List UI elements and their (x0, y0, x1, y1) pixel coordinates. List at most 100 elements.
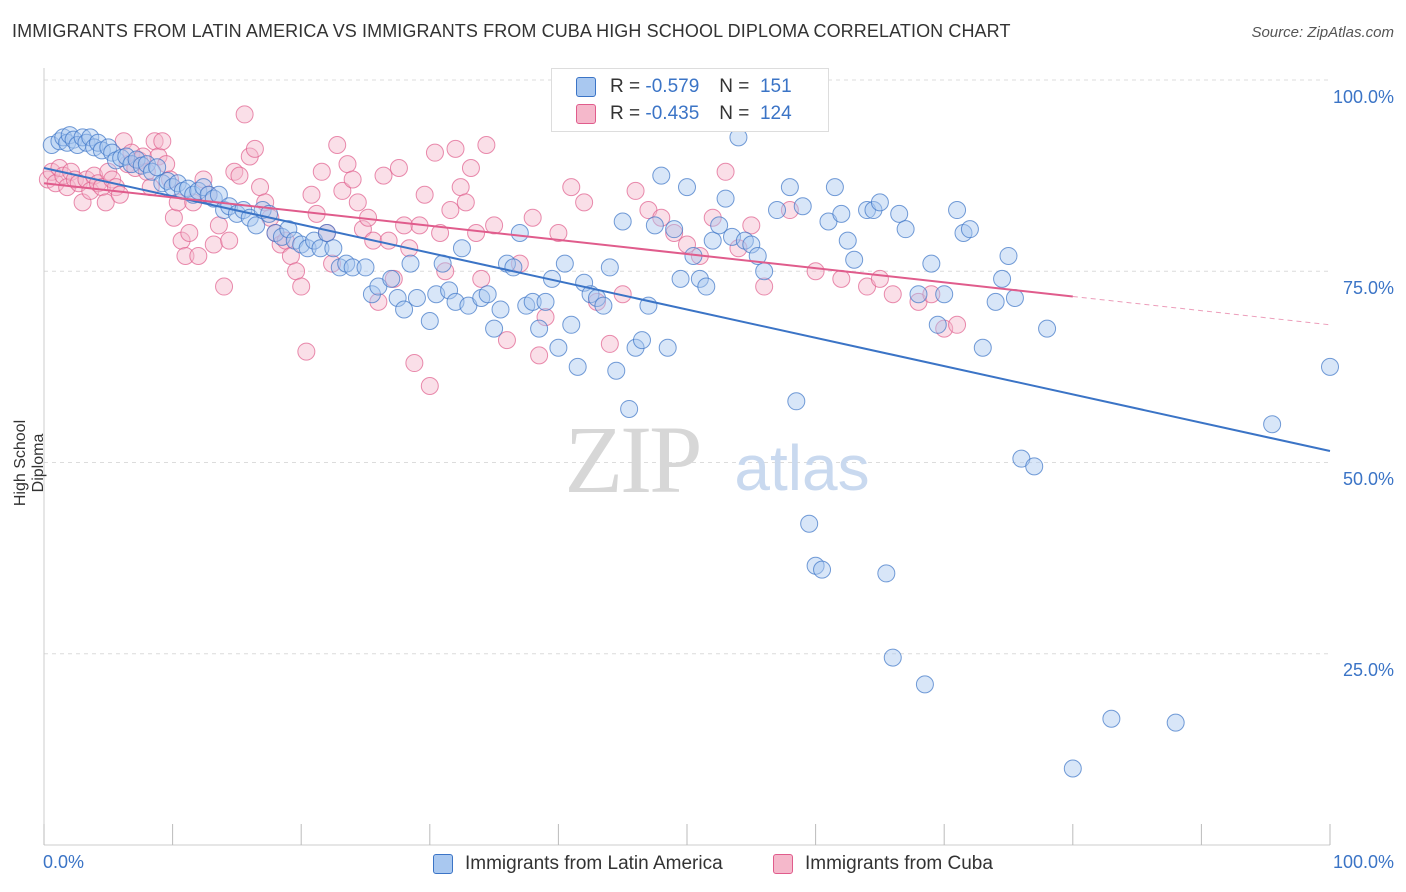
blue-point-73 (478, 285, 497, 304)
blue-point-96 (626, 338, 645, 357)
pink-point-60 (297, 342, 316, 361)
pink-point-101 (536, 308, 555, 327)
pink-point-92 (461, 158, 480, 177)
blue-trend-line (43, 166, 1331, 453)
pink-point-66 (328, 136, 347, 155)
pink-point-78 (389, 158, 408, 177)
pink-point-103 (562, 178, 581, 197)
blue-point-121 (800, 514, 819, 533)
pink-point-15 (96, 193, 115, 212)
pink-point-114 (703, 208, 722, 227)
blue-point-91 (594, 296, 613, 315)
blue-point-154 (1166, 713, 1185, 732)
pink-point-42 (204, 235, 223, 254)
pink-point-115 (716, 162, 735, 181)
blue-point-68 (440, 281, 459, 300)
blue-point-82 (536, 292, 555, 311)
legend-blue-n-label: N = (719, 76, 750, 97)
y-tick-label-50: 50.0% (1342, 469, 1394, 489)
legend-swatch-pink (576, 104, 596, 124)
blue-point-114 (742, 235, 761, 254)
blue-point-108 (703, 231, 722, 250)
blue-point-62 (395, 300, 414, 319)
bottom-legend-swatch-blue (433, 854, 453, 874)
blue-point-101 (658, 338, 677, 357)
pink-point-76 (379, 231, 398, 250)
pink-point-61 (302, 185, 321, 204)
blue-point-60 (382, 269, 401, 288)
blue-point-127 (838, 231, 857, 250)
blue-point-80 (523, 292, 542, 311)
pink-point-94 (472, 269, 491, 288)
pink-point-104 (575, 193, 594, 212)
blue-point-81 (530, 319, 549, 338)
pink-point-47 (230, 166, 249, 185)
blue-point-131 (870, 193, 889, 212)
blue-point-110 (716, 189, 735, 208)
pink-point-84 (420, 377, 439, 395)
pink-point-90 (451, 178, 470, 197)
blue-point-140 (935, 285, 954, 304)
pink-point-85 (425, 143, 444, 162)
blue-point-116 (755, 262, 774, 281)
blue-point-86 (562, 315, 581, 334)
pink-point-39 (189, 246, 208, 265)
blue-point-123 (813, 560, 832, 579)
blue-point-119 (787, 392, 806, 411)
pink-point-89 (446, 139, 465, 158)
blue-point-85 (555, 254, 574, 273)
pink-point-128 (948, 315, 967, 334)
blue-point-144 (973, 338, 992, 357)
watermark: ZIP atlas (565, 406, 870, 513)
pink-point-48 (235, 105, 254, 124)
blue-point-84 (549, 338, 568, 357)
legend-pink-r-label: R = (610, 103, 641, 124)
pink-point-86 (431, 224, 450, 242)
trend-lines (43, 166, 1331, 453)
pink-point-26 (137, 162, 156, 181)
pink-point-93 (467, 224, 486, 242)
blue-point-126 (832, 204, 851, 223)
pink-point-121 (832, 269, 851, 288)
y-tick-label-75: 75.0% (1342, 278, 1394, 298)
blue-point-61 (388, 289, 407, 308)
blue-point-139 (928, 315, 947, 334)
bottom-legend-pink: Immigrants from Cuba (773, 852, 993, 876)
blue-point-155 (1263, 415, 1282, 434)
blue-point-106 (690, 269, 709, 288)
blue-point-152 (1063, 759, 1082, 778)
bottom-legend-label-pink: Immigrants from Cuba (805, 853, 993, 874)
watermark-zip: ZIP (565, 406, 700, 513)
blue-point-99 (645, 216, 664, 235)
legend-pink-r-value: -0.435 (645, 103, 700, 124)
pink-point-37 (180, 224, 199, 242)
blue-point-41 (247, 216, 266, 235)
pink-point-97 (497, 331, 516, 350)
blue-point-51 (311, 239, 330, 258)
y-tick-label-100: 100.0% (1332, 87, 1394, 107)
blue-point-145 (986, 292, 1005, 311)
pink-point-59 (292, 277, 311, 296)
pink-trend-extension (1072, 295, 1331, 326)
pink-point-51 (251, 178, 270, 197)
blue-point-125 (825, 178, 844, 197)
pink-point-126 (922, 285, 941, 304)
pink-point-11 (81, 181, 100, 200)
pink-point-50 (245, 139, 264, 158)
blue-point-153 (1102, 709, 1121, 728)
x-tick-label-0: 0.0% (43, 852, 85, 872)
series-cuba-points (38, 105, 967, 395)
blue-point-94 (613, 212, 632, 231)
bottom-legend-blue: Immigrants from Latin America (433, 852, 723, 876)
pink-point-83 (415, 185, 434, 204)
blue-point-147 (999, 246, 1018, 265)
legend-row-pink: R = -0.435 N = 124 (576, 102, 792, 126)
blue-point-100 (652, 166, 671, 185)
pink-point-88 (441, 201, 460, 220)
blue-point-141 (948, 201, 967, 220)
blue-point-102 (665, 220, 684, 239)
blue-point-23 (148, 158, 167, 177)
blue-point-78 (510, 224, 529, 242)
blue-point-104 (678, 178, 696, 197)
pink-point-123 (870, 269, 889, 288)
